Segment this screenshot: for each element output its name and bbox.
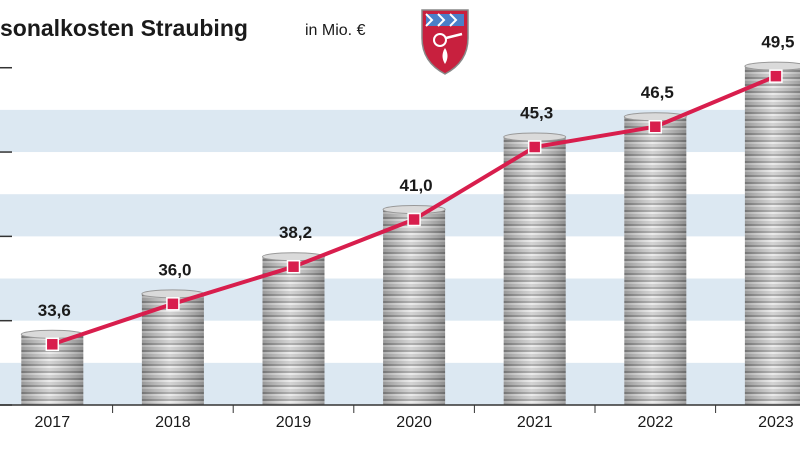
value-label: 33,6 bbox=[38, 301, 71, 320]
marker bbox=[286, 259, 301, 274]
x-tick-label: 2020 bbox=[396, 414, 432, 431]
x-tick-label: 2021 bbox=[517, 414, 553, 431]
value-label: 46,5 bbox=[641, 83, 674, 102]
chart-title: sonalkosten Straubing bbox=[0, 15, 248, 41]
coin-top bbox=[503, 132, 567, 142]
marker bbox=[648, 120, 663, 134]
coin-shade bbox=[503, 136, 566, 405]
coin-top bbox=[744, 61, 800, 71]
x-tick-label: 2017 bbox=[35, 414, 71, 431]
coin-shade bbox=[262, 256, 325, 405]
x-tick-label: 2023 bbox=[758, 414, 794, 431]
x-tick-label: 2018 bbox=[155, 414, 191, 431]
coin-shade bbox=[744, 66, 800, 405]
coin-shade bbox=[383, 209, 446, 405]
marker bbox=[407, 212, 421, 227]
value-label: 41,0 bbox=[400, 176, 433, 195]
x-tick-label: 2019 bbox=[276, 414, 312, 431]
coin-stacks bbox=[20, 61, 800, 405]
marker bbox=[45, 337, 60, 352]
coat-of-arms bbox=[421, 9, 469, 75]
marker bbox=[166, 297, 180, 311]
value-label: 49,5 bbox=[761, 33, 794, 52]
value-label: 45,3 bbox=[520, 103, 553, 122]
value-label: 38,2 bbox=[279, 223, 312, 242]
coin-shade bbox=[624, 116, 687, 405]
foreground: 2017 33,6 2018 36,0 2019 38,2 2020 41,0 2021 45,3… bbox=[0, 33, 800, 431]
chart-subtitle: in Mio. € bbox=[305, 22, 366, 39]
value-label: 36,0 bbox=[158, 260, 191, 279]
marker bbox=[527, 140, 542, 154]
marker bbox=[769, 69, 783, 83]
x-tick-label: 2022 bbox=[638, 414, 674, 431]
